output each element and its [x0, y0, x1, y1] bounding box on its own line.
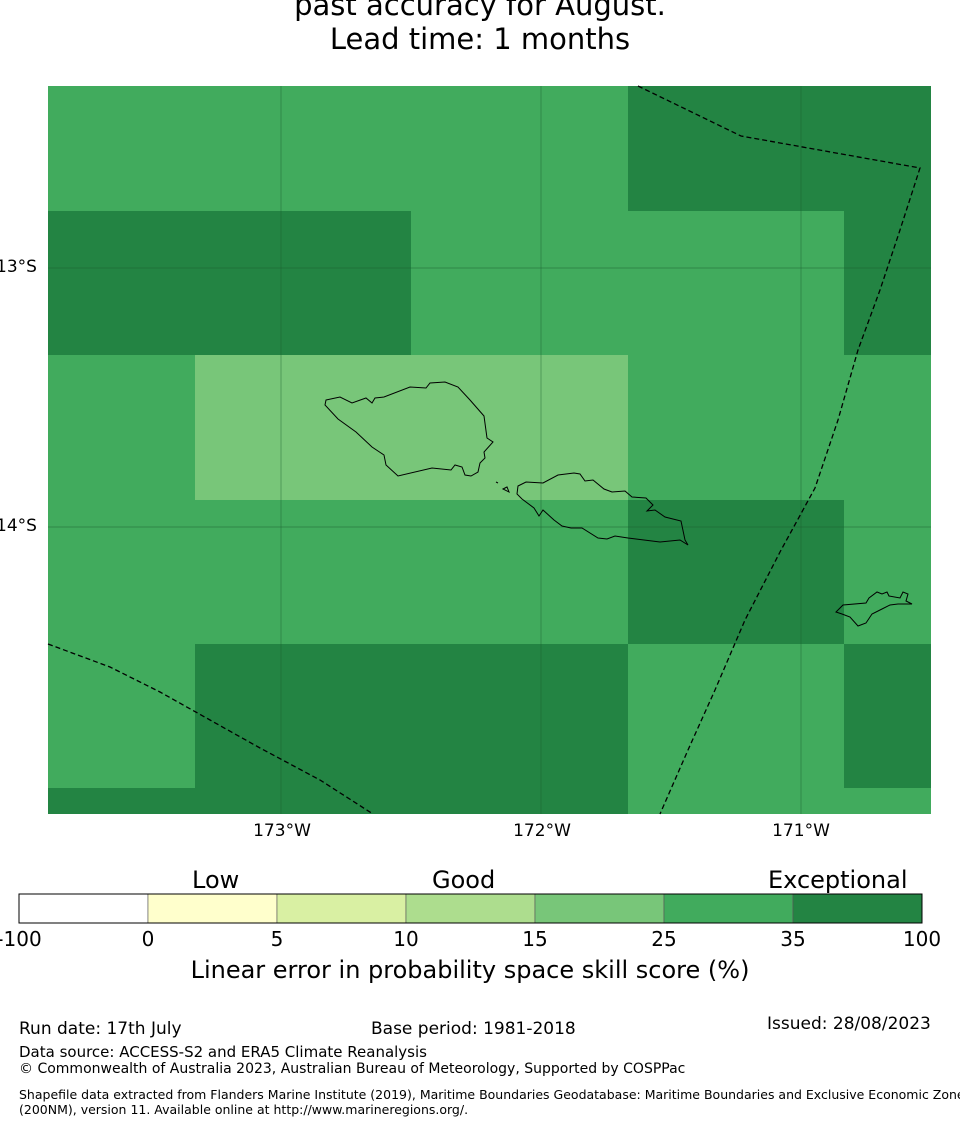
- legend-category-exceptional: Exceptional: [768, 866, 908, 894]
- boundary-line-north: [637, 85, 921, 815]
- colorbar-tick-label: 100: [902, 927, 942, 951]
- map-title: past accuracy for August. Lead time: 1 m…: [0, 0, 960, 56]
- island-savaii: [324, 381, 494, 477]
- x-tick-173w: 173°W: [253, 821, 311, 841]
- colorbar-segments: [18, 893, 923, 924]
- title-line-2: past accuracy for August.: [294, 0, 666, 22]
- colorbar-segment: [147, 893, 278, 924]
- base-period: Base period: 1981-2018: [371, 1019, 576, 1039]
- colorbar-tick-label: 15: [522, 927, 548, 951]
- title-line-3: Lead time: 1 months: [329, 22, 631, 56]
- cell-dark-se: [844, 644, 931, 788]
- cell-dark-sw-strip: [48, 788, 195, 814]
- y-tick-14s: 14°S: [0, 516, 37, 536]
- island-tutuila: [835, 591, 913, 627]
- gridlines: [48, 86, 931, 814]
- colorbar-tick-label: 25: [651, 927, 677, 951]
- copyright: © Commonwealth of Australia 2023, Austra…: [19, 1061, 686, 1077]
- island-apolima: [495, 481, 499, 484]
- colorbar-tick-label: 5: [270, 927, 284, 951]
- island-manono: [501, 486, 510, 494]
- cell-dark-nw: [48, 211, 411, 355]
- cell-dark-south: [195, 644, 628, 814]
- coastlines: [324, 381, 913, 627]
- colorbar-tick-label: -100: [0, 927, 42, 951]
- colorbar: [18, 893, 923, 924]
- map-canvas: [47, 85, 931, 815]
- colorbar-segment: [276, 893, 407, 924]
- colorbar-tick-label: 35: [780, 927, 806, 951]
- colorbar-segment: [792, 893, 923, 924]
- colorbar-segment: [534, 893, 665, 924]
- colorbar-frame: [18, 893, 923, 924]
- y-tick-13s: 13°S: [0, 257, 37, 277]
- colorbar-segment: [18, 893, 149, 924]
- shapefile-credit-line-2: (200NM), version 11. Available online at…: [19, 1102, 469, 1117]
- colorbar-label: Linear error in probability space skill …: [190, 956, 750, 984]
- cell-dark-ne-top: [628, 86, 931, 211]
- cell-dark-east: [628, 500, 844, 644]
- shapefile-credit-line-1: Shapefile data extracted from Flanders M…: [19, 1087, 960, 1102]
- legend-category-good: Good: [432, 866, 496, 894]
- colorbar-tick-label: 0: [141, 927, 155, 951]
- colorbar-segment: [663, 893, 794, 924]
- eez-boundaries: [47, 85, 921, 815]
- cell-dark-ne-side: [844, 211, 931, 355]
- colorbar-segment: [405, 893, 536, 924]
- skill-cells: [48, 86, 931, 814]
- data-source: Data source: ACCESS-S2 and ERA5 Climate …: [19, 1043, 427, 1061]
- issued-date: Issued: 28/08/2023: [767, 1014, 931, 1034]
- boundary-line-southwest: [47, 643, 374, 815]
- legend-category-low: Low: [192, 866, 240, 894]
- run-date: Run date: 17th July: [19, 1019, 182, 1039]
- x-tick-171w: 171°W: [772, 821, 830, 841]
- island-upolu: [516, 472, 689, 546]
- colorbar-tick-label: 10: [393, 927, 419, 951]
- x-tick-172w: 172°W: [513, 821, 571, 841]
